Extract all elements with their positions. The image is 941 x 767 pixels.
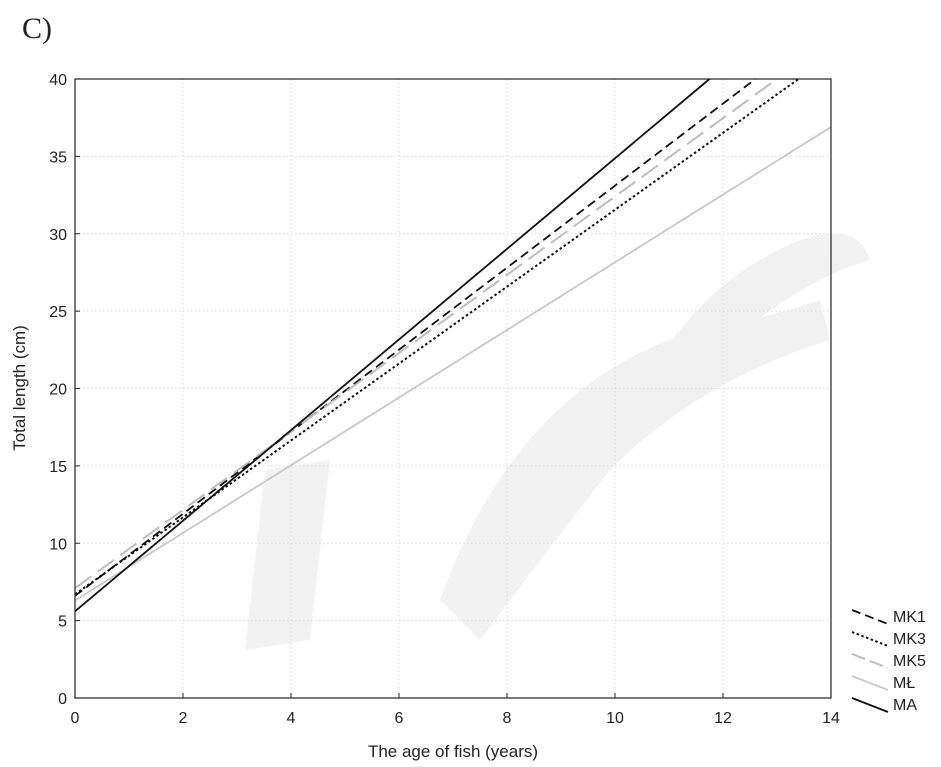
watermark (245, 233, 870, 650)
x-tick-label: 6 (395, 710, 404, 727)
legend-swatch-2 (851, 653, 889, 669)
y-tick-label: 25 (49, 304, 67, 321)
x-tick-label: 4 (287, 710, 296, 727)
tick-labels: 0 2 4 6 8 10 12 14 0 5 10 15 20 25 30 35 40 (49, 72, 840, 727)
panel-label: C) (22, 12, 52, 45)
legend-label-4: MA (893, 697, 917, 714)
legend-swatch-1 (851, 631, 889, 647)
y-tick-label: 5 (58, 614, 67, 631)
y-tick-label: 30 (49, 227, 67, 244)
y-tick-label: 40 (49, 72, 67, 89)
x-tick-label: 2 (179, 710, 188, 727)
y-tick-label: 15 (49, 459, 67, 476)
x-axis-title: The age of fish (years) (368, 742, 538, 761)
x-tick-label: 8 (503, 710, 512, 727)
legend-swatch-3 (851, 675, 889, 691)
y-tick-label: 35 (49, 149, 67, 166)
legend: MK1 MK3 MK5 MŁ MA (851, 609, 926, 714)
x-tick-label: 0 (71, 710, 80, 727)
grid (75, 79, 831, 698)
legend-label-2: MK5 (893, 653, 926, 670)
series-line-1 (74, 78, 800, 596)
series-line-4 (74, 78, 711, 613)
y-tick-label: 20 (49, 382, 67, 399)
y-tick-label: 10 (49, 536, 67, 553)
series-line-2 (74, 78, 778, 589)
series-line-0 (74, 78, 756, 597)
legend-swatch-0 (851, 609, 889, 625)
x-tick-label: 14 (822, 710, 840, 727)
x-tick-label: 10 (606, 710, 624, 727)
series-line-3 (74, 126, 832, 602)
series-layer (74, 78, 832, 613)
y-tick-label: 0 (58, 691, 67, 708)
legend-label-0: MK1 (893, 609, 926, 626)
y-axis-title: Total length (cm) (10, 325, 29, 451)
legend-label-1: MK3 (893, 631, 926, 648)
legend-swatch-4 (851, 697, 889, 713)
x-tick-label: 12 (714, 710, 732, 727)
legend-label-3: MŁ (893, 675, 915, 692)
